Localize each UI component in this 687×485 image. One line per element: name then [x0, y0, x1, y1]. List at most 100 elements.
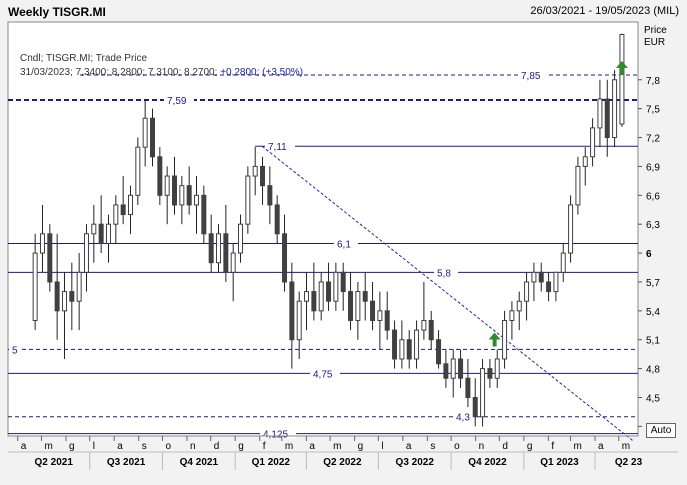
- legend-ohlc: 31/03/2023; 7,3400; 8,2800; 7,3100; 8,27…: [20, 67, 220, 78]
- y-tick-label: 7,2: [646, 134, 660, 145]
- candle-body: [208, 233, 214, 264]
- candle-body: [370, 300, 376, 321]
- candle-body: [201, 194, 207, 235]
- x-month-label: m: [44, 441, 52, 452]
- candle-body: [238, 223, 244, 254]
- y-tick-label: 5,1: [646, 336, 660, 347]
- x-quarter-label: Q2 2022: [323, 457, 362, 468]
- x-month-label: d: [502, 441, 508, 452]
- x-axis: a m g l a s o n d g f m a m g l a s o n d g f m a m Q2 2021 Q3 2021…: [8, 435, 678, 470]
- candle-body: [326, 281, 332, 302]
- candle-body: [194, 194, 200, 206]
- signal-arrows: [488, 61, 628, 347]
- x-quarter-label: Q2 2021: [35, 457, 74, 468]
- candle-body: [142, 117, 148, 148]
- level-label: 6,1: [337, 239, 351, 250]
- candle-body: [348, 291, 354, 321]
- x-month-label: g: [238, 441, 244, 452]
- level-label: 7,11: [268, 142, 287, 153]
- candle-body: [260, 165, 266, 187]
- date-range: 26/03/2021 - 19/05/2023 (MIL): [530, 5, 679, 17]
- legend-change: +0,2800; (+3,50%): [220, 67, 303, 78]
- candle-body: [282, 233, 288, 283]
- y-tick-label: 5,7: [646, 278, 660, 289]
- x-month-label: a: [598, 441, 604, 452]
- x-month-label: o: [165, 441, 171, 452]
- legend-line-2: 31/03/2023; 7,3400; 8,2800; 7,3100; 8,27…: [20, 67, 303, 78]
- candle-body: [120, 204, 126, 216]
- candle-body: [494, 358, 500, 379]
- candle-body: [304, 291, 310, 302]
- candle-body: [465, 377, 471, 398]
- candle-body: [612, 79, 618, 139]
- chart-title: Weekly TISGR.MI: [8, 5, 106, 19]
- level-label: 7,85: [521, 71, 541, 82]
- level-label-bg: [310, 367, 340, 379]
- x-month-label: n: [190, 441, 196, 452]
- candle-body: [98, 223, 104, 244]
- candle-body: [39, 233, 45, 254]
- x-month-label: s: [430, 441, 435, 452]
- candle-body: [443, 363, 449, 379]
- candle-body: [340, 271, 346, 293]
- y-tick-label: 6,9: [646, 162, 660, 173]
- candle-body: [458, 358, 464, 379]
- x-month-label: g: [358, 441, 364, 452]
- candle-body: [32, 252, 38, 321]
- candle-body: [61, 291, 67, 312]
- x-month-label: m: [285, 441, 293, 452]
- y-tick-label: 5,4: [646, 307, 660, 318]
- candle-body: [172, 175, 178, 206]
- candle-body: [311, 291, 317, 312]
- x-month-label: a: [309, 441, 315, 452]
- y-tick-label: 7,5: [646, 105, 660, 116]
- candle-body: [186, 185, 192, 206]
- candle-body: [560, 252, 566, 273]
- level-label: 4,3: [456, 413, 470, 424]
- candle-body: [105, 223, 111, 244]
- candle-body: [150, 117, 155, 158]
- candle-body: [135, 146, 141, 196]
- level-label-bg: [265, 140, 295, 152]
- level-label: 7,59: [167, 96, 187, 107]
- candle-body: [76, 271, 82, 302]
- level-label-bg: [453, 410, 477, 422]
- candle-body: [83, 233, 89, 273]
- x-month-label: n: [479, 441, 485, 452]
- candle-body: [362, 291, 368, 302]
- candle-body: [47, 233, 53, 283]
- candle-body: [502, 319, 508, 360]
- candle-body: [575, 165, 581, 206]
- auto-scale-button[interactable]: Auto: [646, 423, 676, 438]
- x-month-label: a: [117, 441, 123, 452]
- x-month-label: g: [69, 441, 75, 452]
- candle-body: [619, 34, 625, 125]
- level-label: 4,75: [313, 369, 333, 380]
- candle-body: [91, 223, 97, 235]
- horizontal-levels: 7,11 6,1 5,8 4,75 4,125 5 7,59 7,85 4,3: [8, 68, 638, 441]
- candle-body: [436, 339, 442, 365]
- x-month-label: o: [454, 441, 460, 452]
- x-month-label: l: [93, 441, 95, 452]
- candle-body: [318, 281, 324, 312]
- candle-body: [333, 271, 339, 302]
- candle-body: [553, 271, 559, 293]
- level-label: 5,8: [437, 268, 451, 279]
- y-tick-label: 4,5: [646, 393, 660, 404]
- candle-body: [538, 271, 544, 283]
- candle-body: [414, 329, 420, 360]
- candle-body: [509, 310, 515, 321]
- level-label-bg: [334, 237, 358, 249]
- y-tick-label: 7,8: [646, 76, 660, 87]
- candle-body: [157, 156, 163, 196]
- level-label: 5: [12, 345, 18, 356]
- y-axis-panel: [638, 22, 678, 436]
- up-arrow-signal: [488, 332, 501, 347]
- candle-body: [289, 281, 295, 341]
- y-tick-label: 6: [646, 249, 652, 260]
- candle-body: [179, 185, 185, 206]
- x-quarter-label: Q1 2022: [252, 457, 291, 468]
- candle-body: [568, 204, 574, 254]
- candle-body: [531, 271, 537, 283]
